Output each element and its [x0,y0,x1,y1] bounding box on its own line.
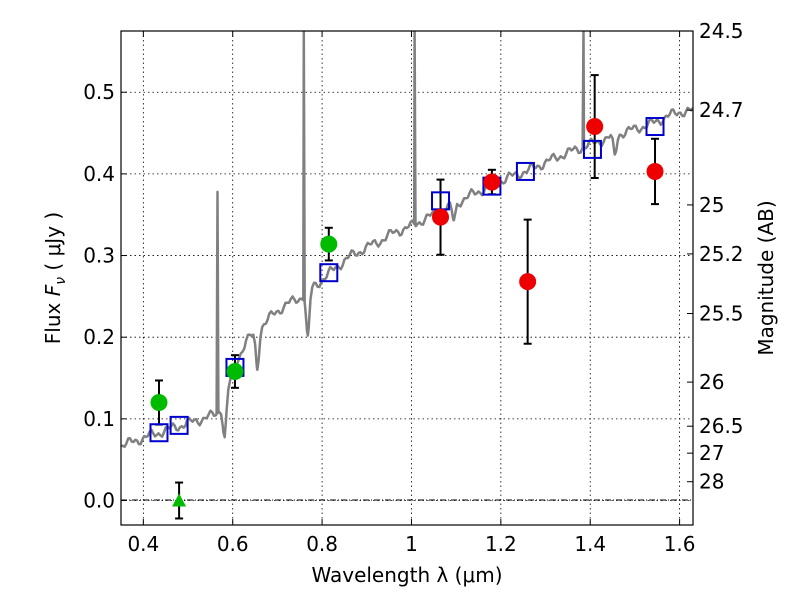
x-axis-label: Wavelength λ (μm) [311,563,502,587]
upper-limit-triangle [172,493,187,507]
x-tick-label: 1.6 [664,532,696,556]
nir-detection-point [432,208,450,226]
magnitude-tick-label: 24.7 [699,98,744,122]
right-axis-label: Magnitude (AB) [754,200,778,355]
model-photometry-square [515,161,535,181]
nir-detection-point [519,273,537,291]
nir-detection-point [586,118,604,136]
magnitude-tick-label: 25.2 [699,242,744,266]
x-tick-label: 0.4 [127,532,159,556]
y-tick-label: 0.2 [83,325,115,349]
y-tick-label: 0.3 [83,244,115,268]
x-tick-label: 1.4 [574,532,606,556]
y-axis-label-subscript: ν [53,277,69,285]
x-axis-ticks: 0.4 0.6 0.8 1 1.2 1.4 1.6 [127,31,696,556]
magnitude-axis-ticks: 24.5 24.7 25 25.2 25.5 26 26.5 27 28 [687,19,744,494]
magnitude-tick-label: 27 [699,441,724,465]
plot-frame [120,30,694,526]
y-axis-ticks: 0.0 0.1 0.2 0.3 0.4 0.5 [83,80,127,513]
y-axis-label: Flux Fν ( μJy ) [41,212,69,344]
x-tick-label: 1 [405,532,418,556]
magnitude-tick-label: 25.5 [699,302,744,326]
magnitude-tick-label: 28 [699,470,724,494]
y-axis-label-variable: F [41,284,65,296]
optical-detection-point [320,235,338,253]
x-tick-label: 0.8 [306,532,338,556]
y-tick-label: 0.5 [83,80,115,104]
magnitude-tick-label: 24.5 [699,19,744,43]
magnitude-tick-label: 26.5 [699,414,744,438]
model-photometry-square [319,263,339,283]
model-photometry-square [645,117,665,137]
y-axis-label-prefix: Flux [41,296,65,344]
model-photometry-square [582,139,602,159]
model-photometry-square [149,423,169,443]
data-markers [149,117,665,507]
y-tick-label: 0.1 [83,407,115,431]
y-tick-label: 0.4 [83,162,115,186]
model-photometry-square [169,415,189,435]
nir-detection-point [483,173,501,191]
optical-detection-point [150,394,168,412]
y-tick-label: 0.0 [83,489,115,513]
y-axis-label-suffix: ( μJy ) [41,212,65,277]
optical-detection-point [226,362,244,380]
nir-detection-point [646,162,664,180]
x-tick-label: 1.2 [485,532,517,556]
magnitude-tick-label: 26 [699,370,724,394]
magnitude-tick-label: 25 [699,193,724,217]
x-tick-label: 0.6 [217,532,249,556]
